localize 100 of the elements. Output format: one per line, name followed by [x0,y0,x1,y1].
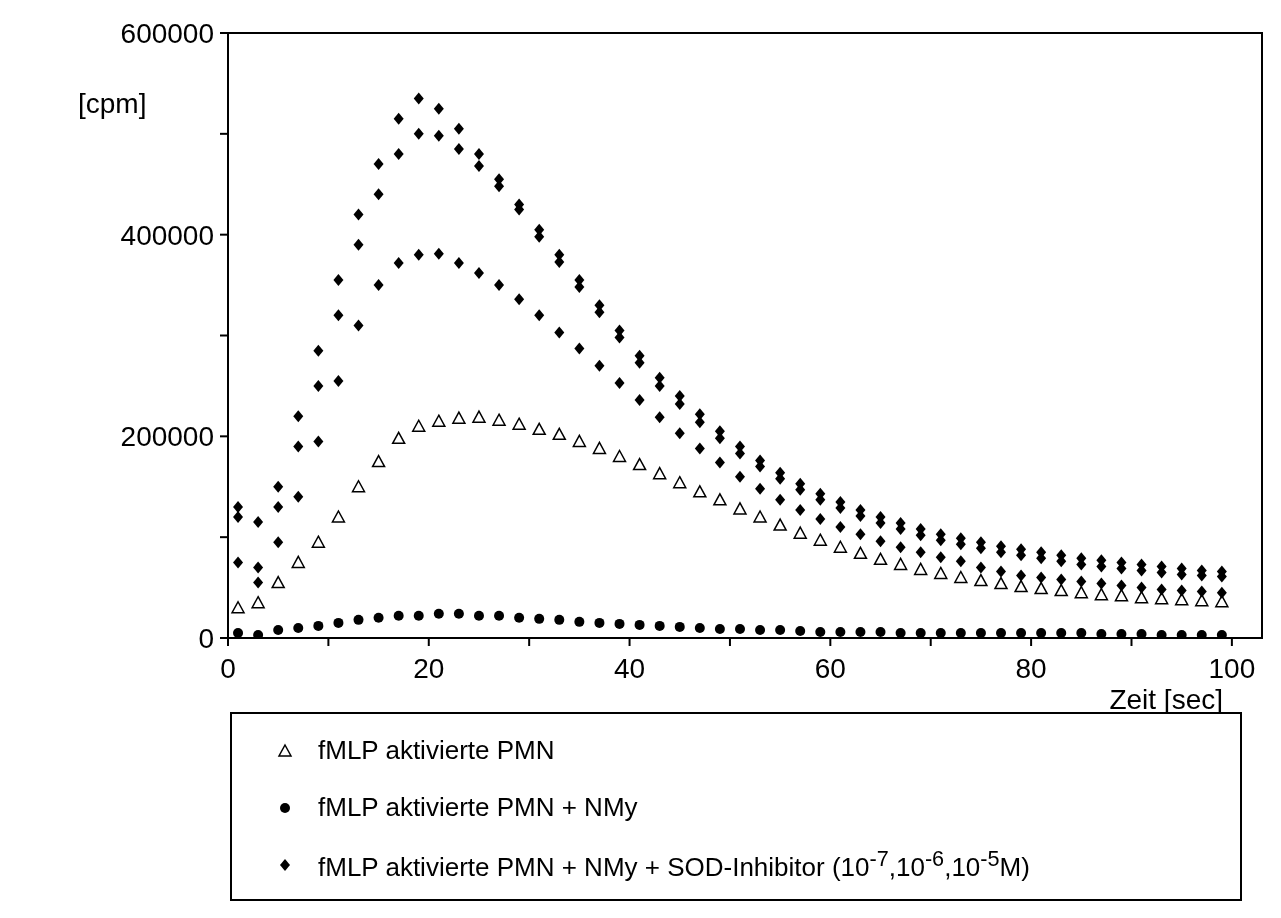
point [233,500,244,513]
point [273,624,284,635]
point [714,456,725,469]
point [233,511,244,523]
point [734,623,745,634]
point [413,127,424,140]
point [393,112,404,125]
point [1156,583,1167,596]
point [1016,627,1027,638]
y-axis-title: [cpm] [78,88,147,120]
point [632,457,647,471]
point [554,614,565,625]
point [313,379,324,392]
point [654,411,665,424]
point [714,623,725,634]
point [373,612,384,623]
point [674,398,685,411]
point [815,513,826,526]
point [413,248,424,261]
point [853,546,868,560]
point [975,561,986,574]
point [954,570,968,584]
point [453,122,464,135]
x-tick-label: 20 [413,653,445,684]
point [1036,627,1047,638]
point [995,627,1006,638]
point [934,566,948,580]
point [855,626,866,637]
point [453,142,464,155]
point [1216,586,1227,599]
point [473,610,484,621]
point [353,238,364,251]
point [1116,628,1127,638]
point [353,614,364,625]
point [293,490,304,503]
point [995,565,1006,578]
point [391,431,406,445]
point [1136,628,1147,638]
point [1096,577,1107,590]
point [1014,579,1028,593]
x-tick-label: 80 [1015,653,1047,684]
point [393,256,404,269]
point [1156,629,1167,638]
point [333,274,344,287]
point [652,466,667,480]
point [975,627,986,638]
point [353,319,364,332]
point [534,613,545,624]
y-tick-label: 200000 [120,421,214,453]
point [1176,629,1187,638]
point [815,626,826,637]
point [433,102,444,115]
point [1016,569,1027,582]
point [473,160,484,173]
point [291,555,306,569]
point [1176,584,1187,597]
point [251,595,265,609]
point [913,562,928,576]
point [554,326,565,339]
point [1076,627,1087,638]
point [473,148,484,160]
y-tick-label: 600000 [120,18,214,49]
point [855,528,866,541]
legend-label: fMLP aktivierte PMN + NMy + SOD-Inhibitor (10$^{-7}$,10$^{-6}$,10$^{-5}$M) [318,846,1030,883]
point [293,410,304,423]
point [411,419,426,432]
point [634,394,645,407]
x-tick-label: 100 [1208,653,1256,684]
point [1056,627,1067,638]
point [534,309,545,322]
point [393,610,404,621]
point [875,626,886,637]
point [594,359,605,372]
point [1036,571,1047,584]
point [514,293,525,306]
point [273,500,284,513]
point [532,422,546,436]
point [413,92,424,105]
point [311,535,326,548]
point [915,627,926,638]
point [393,148,404,160]
point [935,551,946,564]
point [915,546,926,559]
point [313,435,324,448]
point [472,410,486,423]
point [1094,587,1109,601]
point [1196,585,1207,598]
point [552,427,567,441]
point [1096,628,1107,638]
point [433,129,444,142]
point [1116,579,1127,592]
point [453,256,464,269]
point [333,617,344,628]
point [333,309,344,322]
point [253,516,264,529]
point [1114,588,1129,602]
point [433,608,444,619]
point [231,601,245,614]
point [835,521,846,534]
y-tick-label: 400000 [120,219,214,251]
